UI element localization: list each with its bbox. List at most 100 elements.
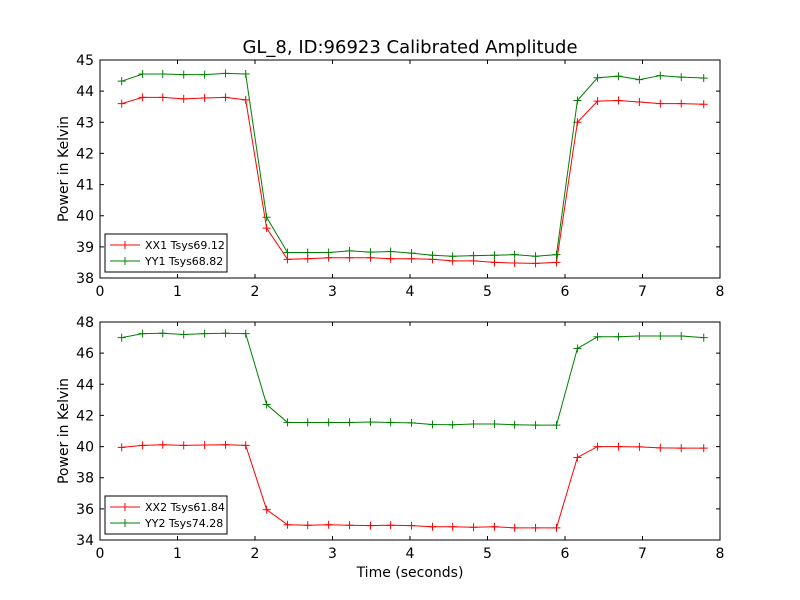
legend-box bbox=[104, 495, 228, 535]
data-point bbox=[324, 418, 333, 427]
data-point bbox=[531, 259, 540, 268]
data-point bbox=[552, 523, 561, 532]
y-tick-label: 36 bbox=[76, 502, 94, 518]
data-point bbox=[428, 420, 437, 429]
data-point bbox=[262, 505, 271, 514]
data-point bbox=[179, 330, 188, 339]
data-point bbox=[241, 70, 250, 79]
data-point bbox=[117, 99, 126, 108]
data-point bbox=[386, 521, 395, 530]
data-point bbox=[593, 73, 602, 82]
legend: XX1 Tsys69.12 YY1 Tsys68.82 bbox=[104, 233, 228, 273]
data-point bbox=[552, 258, 561, 267]
data-point bbox=[490, 258, 499, 267]
data-point bbox=[448, 252, 457, 261]
data-point bbox=[469, 419, 478, 428]
data-point bbox=[699, 100, 708, 109]
data-point bbox=[283, 418, 292, 427]
data-point bbox=[241, 441, 250, 450]
x-tick-label: 5 bbox=[483, 284, 492, 300]
data-point bbox=[138, 441, 147, 450]
data-point bbox=[283, 248, 292, 257]
data-point bbox=[386, 254, 395, 263]
y-tick-label: 48 bbox=[76, 315, 94, 331]
data-point bbox=[593, 332, 602, 341]
data-point bbox=[179, 70, 188, 79]
x-tick-label: 6 bbox=[561, 284, 570, 300]
x-tick-label: 4 bbox=[406, 546, 415, 562]
x-tick-label: 2 bbox=[251, 284, 260, 300]
y-tick-label: 46 bbox=[76, 346, 94, 362]
legend-marker bbox=[121, 241, 129, 249]
y-tick-label: 39 bbox=[76, 240, 94, 256]
data-point bbox=[407, 249, 416, 258]
data-point bbox=[510, 523, 519, 532]
data-point bbox=[469, 523, 478, 532]
data-point bbox=[158, 93, 167, 102]
data-point bbox=[510, 259, 519, 268]
data-point bbox=[428, 251, 437, 260]
data-point bbox=[158, 329, 167, 338]
data-point bbox=[635, 332, 644, 341]
y-axis-label: Power in Kelvin bbox=[56, 116, 72, 222]
data-point bbox=[656, 71, 665, 80]
data-point bbox=[283, 520, 292, 529]
data-point bbox=[221, 69, 230, 78]
x-tick-label: 1 bbox=[173, 546, 182, 562]
x-tick-label: 6 bbox=[561, 546, 570, 562]
data-point bbox=[699, 333, 708, 342]
y-tick-label: 42 bbox=[76, 408, 94, 424]
data-point bbox=[283, 255, 292, 264]
data-point bbox=[303, 418, 312, 427]
legend-marker bbox=[121, 503, 129, 511]
data-point bbox=[573, 344, 582, 353]
y-tick-label: 38 bbox=[76, 471, 94, 487]
legend-label: XX1 Tsys69.12 bbox=[145, 239, 225, 252]
data-point bbox=[345, 246, 354, 255]
x-tick-label: 3 bbox=[328, 284, 337, 300]
data-point bbox=[531, 523, 540, 532]
x-tick-label: 8 bbox=[716, 546, 725, 562]
data-point bbox=[635, 442, 644, 451]
data-point bbox=[677, 444, 686, 453]
data-point bbox=[490, 251, 499, 260]
data-point bbox=[158, 440, 167, 449]
x-tick-label: 5 bbox=[483, 546, 492, 562]
data-point bbox=[241, 329, 250, 338]
data-point bbox=[448, 522, 457, 531]
data-point bbox=[262, 213, 271, 222]
data-point bbox=[677, 99, 686, 108]
x-tick-label: 1 bbox=[173, 284, 182, 300]
legend-label: YY2 Tsys74.28 bbox=[144, 517, 223, 530]
data-point bbox=[158, 70, 167, 79]
data-point bbox=[386, 247, 395, 256]
legend: XX2 Tsys61.84 YY2 Tsys74.28 bbox=[104, 495, 228, 535]
data-point bbox=[221, 329, 230, 338]
data-point bbox=[200, 93, 209, 102]
data-point bbox=[324, 248, 333, 257]
data-point bbox=[614, 72, 623, 81]
legend-label: YY1 Tsys68.82 bbox=[144, 255, 223, 268]
x-tick-label: 7 bbox=[638, 546, 647, 562]
y-tick-label: 40 bbox=[76, 209, 94, 225]
data-point bbox=[200, 70, 209, 79]
series-line-2 bbox=[121, 332, 704, 426]
data-point bbox=[510, 250, 519, 259]
y-axis-label: Power in Kelvin bbox=[56, 378, 72, 484]
data-point bbox=[345, 418, 354, 427]
legend-label: XX2 Tsys61.84 bbox=[145, 501, 225, 514]
data-point bbox=[573, 453, 582, 462]
data-point bbox=[345, 253, 354, 262]
data-point bbox=[138, 93, 147, 102]
data-point bbox=[614, 442, 623, 451]
data-point bbox=[469, 251, 478, 260]
y-tick-label: 42 bbox=[76, 146, 94, 162]
data-point bbox=[200, 441, 209, 450]
data-point bbox=[531, 252, 540, 261]
data-point bbox=[656, 443, 665, 452]
data-point bbox=[614, 332, 623, 341]
x-tick-label: 3 bbox=[328, 546, 337, 562]
data-point bbox=[614, 96, 623, 105]
